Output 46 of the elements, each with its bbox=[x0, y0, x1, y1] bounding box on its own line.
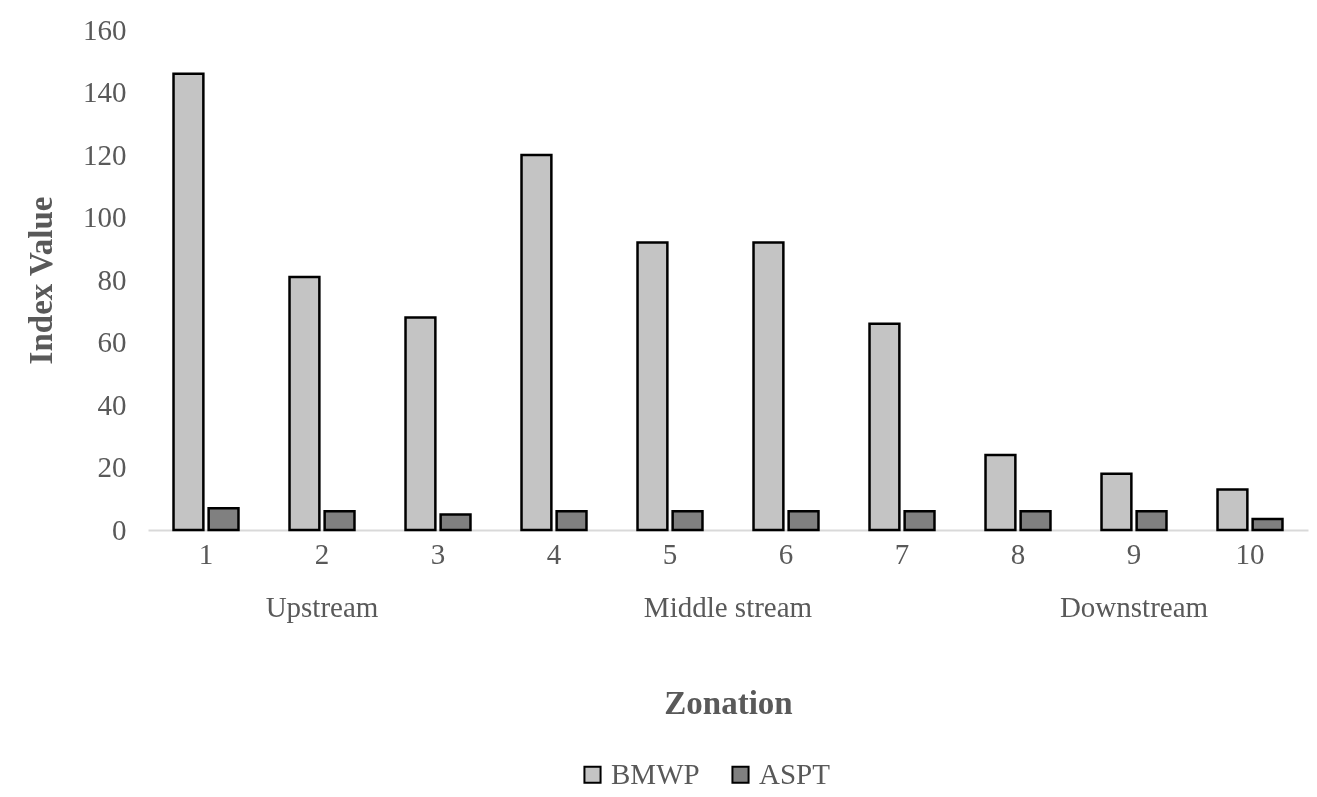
y-tick-label: 140 bbox=[83, 76, 127, 108]
bar bbox=[903, 510, 936, 532]
bar bbox=[752, 241, 785, 532]
y-tick-label: 0 bbox=[112, 513, 127, 546]
y-tick-label: 60 bbox=[97, 326, 127, 358]
y-tick-label: 80 bbox=[97, 263, 127, 296]
x-tick-label: 7 bbox=[894, 537, 910, 570]
x-tick-label: 10 bbox=[1235, 537, 1265, 570]
x-tick-label: 1 bbox=[198, 537, 214, 570]
bar bbox=[787, 510, 820, 532]
legend-label: BMWP bbox=[611, 757, 700, 790]
y-axis-title: Index Value bbox=[23, 196, 59, 365]
bar bbox=[1019, 510, 1052, 532]
bar bbox=[671, 510, 704, 532]
bar bbox=[1216, 488, 1249, 532]
x-tick-label: 8 bbox=[1010, 537, 1026, 570]
x-tick-label: 3 bbox=[430, 537, 446, 570]
y-tick-label: 100 bbox=[83, 201, 127, 233]
bar bbox=[207, 506, 240, 532]
x-tick-label: 2 bbox=[314, 537, 330, 570]
bar bbox=[439, 513, 472, 532]
x-tick-label: 5 bbox=[662, 537, 678, 570]
bar bbox=[1100, 472, 1133, 532]
bar bbox=[520, 153, 553, 532]
bar bbox=[323, 510, 356, 532]
x-tick-label: 4 bbox=[546, 537, 562, 570]
bar bbox=[288, 275, 321, 532]
text: Downstream bbox=[1059, 591, 1209, 623]
y-tick-label: 120 bbox=[83, 138, 127, 171]
y-tick-label: 40 bbox=[97, 388, 127, 421]
legend-label: ASPT bbox=[759, 757, 831, 790]
bar bbox=[172, 72, 205, 532]
y-tick-label: 160 bbox=[83, 13, 127, 46]
bar bbox=[555, 510, 588, 532]
bar bbox=[984, 453, 1017, 532]
text: Upstream bbox=[265, 591, 379, 623]
x-tick-label: 6 bbox=[778, 537, 794, 570]
bar bbox=[636, 241, 669, 532]
x-tick-label: 9 bbox=[1126, 537, 1142, 570]
bar bbox=[1135, 510, 1168, 532]
bar bbox=[868, 322, 901, 532]
text: Middle stream bbox=[643, 591, 813, 623]
x-axis-title: Zonation bbox=[664, 684, 793, 721]
bar bbox=[1251, 517, 1284, 532]
y-tick-label: 20 bbox=[97, 451, 127, 483]
bar bbox=[404, 316, 437, 532]
